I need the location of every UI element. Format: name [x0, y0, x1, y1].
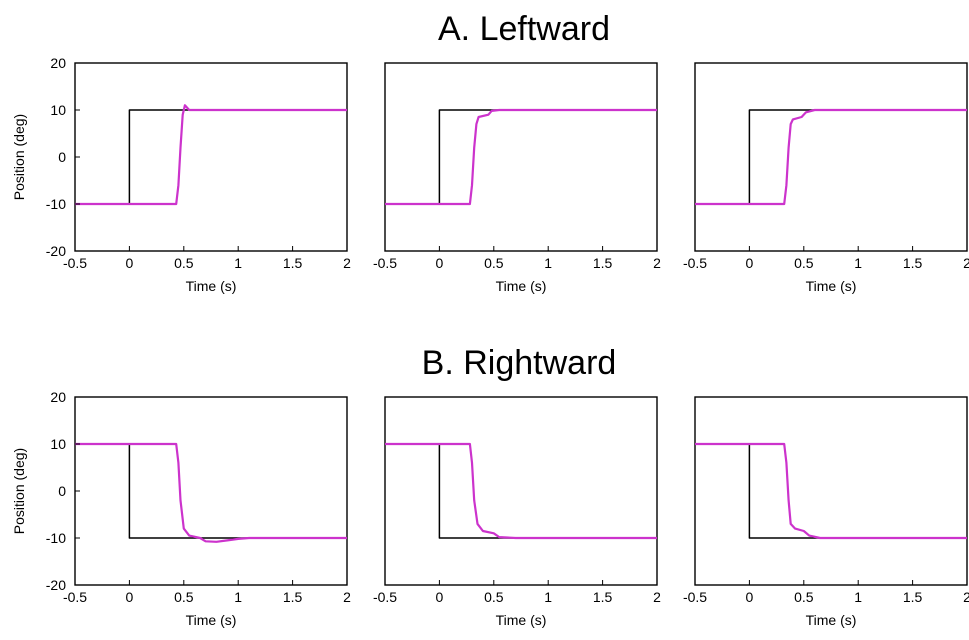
x-tick-label: 2: [343, 589, 351, 605]
x-axis-label: Time (s): [496, 612, 547, 628]
response-series-line: [695, 442, 967, 540]
x-tick-label: -0.5: [373, 589, 397, 605]
response-series-line: [75, 442, 347, 543]
x-axis-label: Time (s): [186, 612, 237, 628]
plot-frame: [74, 396, 348, 586]
y-tick-label: 10: [50, 436, 66, 452]
x-tick-label: 0: [126, 589, 134, 605]
plot-frame: [694, 62, 968, 252]
x-tick-label: 0.5: [484, 255, 504, 271]
target-series-line: [695, 109, 913, 205]
y-tick-label: 20: [50, 389, 66, 405]
x-tick-label: -0.5: [63, 255, 87, 271]
plot-frame: [384, 62, 658, 252]
x-tick-label: 2: [963, 255, 969, 271]
x-tick-label: 1.5: [593, 255, 613, 271]
x-tick-label: 0: [436, 589, 444, 605]
x-tick-label: 1.5: [283, 255, 303, 271]
x-tick-label: 0.5: [794, 255, 814, 271]
target-series-line: [75, 109, 347, 205]
x-tick-label: 0: [746, 255, 754, 271]
row-title-leftward: A. Leftward: [438, 10, 610, 48]
x-tick-label: 2: [343, 255, 351, 271]
x-axis-label: Time (s): [496, 278, 547, 294]
x-tick-label: 1.5: [283, 589, 303, 605]
x-tick-label: -0.5: [683, 255, 707, 271]
x-tick-label: 0: [436, 255, 444, 271]
x-axis-label: Time (s): [806, 278, 857, 294]
x-tick-label: 2: [653, 589, 661, 605]
y-tick-label: 0: [58, 483, 66, 499]
chart-panel-2-3: -0.5 0 0.5 1 1.5 2 Time (s): [683, 396, 969, 628]
x-tick-label: 0.5: [794, 589, 814, 605]
target-series-line: [695, 443, 913, 539]
x-tick-label: 1: [234, 255, 242, 271]
y-tick-label: 0: [58, 149, 66, 165]
x-axis-label: Time (s): [186, 278, 237, 294]
y-axis-label: Position (deg): [11, 448, 27, 534]
y-axis-label: Position (deg): [11, 114, 27, 200]
x-tick-label: -0.5: [373, 255, 397, 271]
chart-panel-2-2: -0.5 0 0.5 1 1.5 2 Time (s): [373, 396, 661, 628]
x-tick-label: 2: [963, 589, 969, 605]
response-series-line: [695, 108, 967, 206]
x-tick-label: 1: [234, 589, 242, 605]
target-series-line: [385, 443, 657, 539]
y-tick-label: -10: [46, 196, 66, 212]
x-tick-label: 1.5: [903, 589, 923, 605]
plot-frame: [74, 62, 348, 252]
plot-frame: [384, 396, 658, 586]
x-tick-label: 0.5: [174, 589, 194, 605]
x-tick-label: 0.5: [484, 589, 504, 605]
y-tick-label: 10: [50, 102, 66, 118]
x-tick-label: 1.5: [593, 589, 613, 605]
response-series-line: [75, 104, 347, 206]
chart-panel-1-1: -0.5 0 0.5 1 1.5 2 20 10 0 -10 -20 Time (s) Position…: [11, 55, 351, 294]
chart-panel-2-1: -0.5 0 0.5 1 1.5 2 20 10 0 -10 -20 Time (s) Position…: [11, 389, 351, 628]
x-tick-label: 1: [544, 255, 552, 271]
y-tick-label: 20: [50, 55, 66, 71]
x-axis-label: Time (s): [806, 612, 857, 628]
x-tick-label: 0: [746, 589, 754, 605]
target-series-line: [75, 443, 347, 539]
target-series-line: [385, 109, 657, 205]
x-tick-label: 0.5: [174, 255, 194, 271]
x-tick-label: 1: [544, 589, 552, 605]
x-tick-label: 2: [653, 255, 661, 271]
x-tick-label: 1.5: [903, 255, 923, 271]
response-series-line: [385, 442, 657, 540]
chart-panel-1-3: -0.5 0 0.5 1 1.5 2 Time (s): [683, 62, 969, 294]
response-series-line: [385, 108, 657, 206]
x-tick-label: -0.5: [63, 589, 87, 605]
y-tick-label: -10: [46, 530, 66, 546]
y-tick-label: -20: [46, 243, 66, 259]
x-tick-label: -0.5: [683, 589, 707, 605]
chart-panel-1-2: -0.5 0 0.5 1 1.5 2 Time (s): [373, 62, 661, 294]
x-tick-label: 0: [126, 255, 134, 271]
y-tick-label: -20: [46, 577, 66, 593]
plot-frame: [694, 396, 968, 586]
x-tick-label: 1: [854, 589, 862, 605]
x-tick-label: 1: [854, 255, 862, 271]
row-title-rightward: B. Rightward: [422, 344, 617, 382]
